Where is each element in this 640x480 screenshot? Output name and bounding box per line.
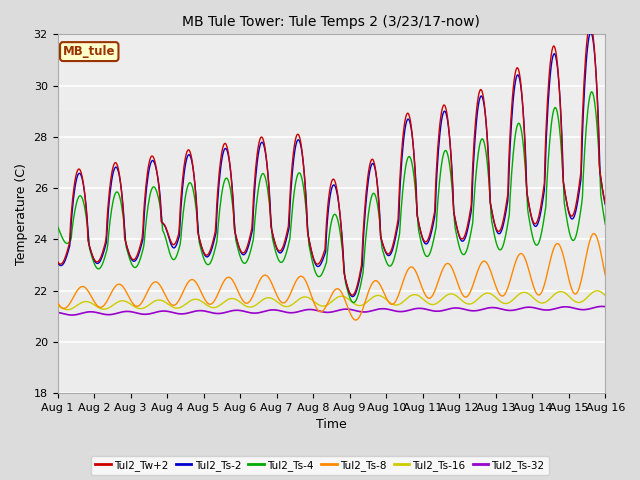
Tul2_Ts-2 <box>175 233 183 239</box>
Tul2_Ts-32 <box>63 312 71 317</box>
Tul2_Tw+2 <box>349 292 356 298</box>
Bar <box>58 316 605 393</box>
Tul2_Ts-32 <box>177 311 184 317</box>
Tul2_Ts-4 <box>350 300 358 305</box>
Tul2_Ts-2 <box>63 251 71 257</box>
Line: Tul2_Ts-8: Tul2_Ts-8 <box>58 234 605 320</box>
Tul2_Ts-8 <box>351 317 359 323</box>
Tul2_Tw+2 <box>120 218 127 224</box>
Tul2_Ts-32 <box>399 309 406 314</box>
Tul2_Ts-2 <box>205 253 212 259</box>
Tul2_Ts-2 <box>602 202 609 207</box>
Tul2_Ts-4 <box>602 221 609 227</box>
Tul2_Tw+2 <box>175 222 183 228</box>
Tul2_Ts-32 <box>598 303 606 309</box>
Tul2_Ts-16 <box>593 288 601 294</box>
Tul2_Ts-16 <box>54 302 61 308</box>
Line: Tul2_Ts-2: Tul2_Ts-2 <box>58 33 605 297</box>
Tul2_Ts-8 <box>602 273 609 278</box>
Tul2_Ts-2 <box>587 30 595 36</box>
Y-axis label: Temperature (C): Temperature (C) <box>15 163 28 264</box>
Tul2_Ts-4 <box>205 262 212 267</box>
X-axis label: Time: Time <box>316 419 347 432</box>
Tul2_Ts-16 <box>205 303 213 309</box>
Tul2_Tw+2 <box>399 137 406 143</box>
Tul2_Ts-32 <box>602 304 609 310</box>
Legend: Tul2_Tw+2, Tul2_Ts-2, Tul2_Ts-4, Tul2_Ts-8, Tul2_Ts-16, Tul2_Ts-32: Tul2_Tw+2, Tul2_Ts-2, Tul2_Ts-4, Tul2_Ts… <box>92 456 548 475</box>
Line: Tul2_Tw+2: Tul2_Tw+2 <box>58 24 605 295</box>
Tul2_Ts-32 <box>54 310 61 315</box>
Tul2_Ts-16 <box>399 300 406 305</box>
Tul2_Ts-4 <box>399 189 406 194</box>
Line: Tul2_Ts-4: Tul2_Ts-4 <box>58 92 605 302</box>
Tul2_Ts-4 <box>63 240 71 246</box>
Bar <box>58 35 605 111</box>
Tul2_Tw+2 <box>54 259 61 264</box>
Tul2_Ts-8 <box>120 285 127 291</box>
Tul2_Ts-16 <box>415 293 422 299</box>
Tul2_Ts-8 <box>399 280 406 286</box>
Tul2_Ts-2 <box>54 259 61 265</box>
Line: Tul2_Ts-32: Tul2_Ts-32 <box>58 306 605 315</box>
Tul2_Ts-32 <box>205 309 213 315</box>
Tul2_Ts-8 <box>54 300 61 306</box>
Tul2_Ts-4 <box>120 219 127 225</box>
Tul2_Ts-8 <box>590 231 598 237</box>
Tul2_Ts-16 <box>65 307 72 312</box>
Tul2_Ts-2 <box>399 147 406 153</box>
Tul2_Ts-16 <box>121 298 129 304</box>
Tul2_Ts-4 <box>415 228 422 233</box>
Tul2_Ts-8 <box>205 301 212 307</box>
Title: MB Tule Tower: Tule Temps 2 (3/23/17-now): MB Tule Tower: Tule Temps 2 (3/23/17-now… <box>182 15 481 29</box>
Tul2_Tw+2 <box>63 248 71 253</box>
Tul2_Ts-2 <box>120 213 127 219</box>
Tul2_Ts-16 <box>602 293 609 299</box>
Tul2_Ts-32 <box>68 312 76 318</box>
Line: Tul2_Ts-16: Tul2_Ts-16 <box>58 291 605 310</box>
Tul2_Ts-8 <box>63 304 71 310</box>
Tul2_Tw+2 <box>415 219 422 225</box>
Tul2_Ts-32 <box>121 309 129 314</box>
Tul2_Ts-2 <box>415 220 422 226</box>
Tul2_Tw+2 <box>602 200 609 206</box>
Tul2_Ts-4 <box>175 244 183 250</box>
Text: MB_tule: MB_tule <box>63 45 115 58</box>
Tul2_Ts-2 <box>349 294 356 300</box>
Tul2_Ts-8 <box>175 297 183 302</box>
Tul2_Ts-16 <box>63 307 71 312</box>
Tul2_Ts-4 <box>588 89 595 95</box>
Tul2_Ts-8 <box>415 276 422 281</box>
Tul2_Ts-32 <box>415 305 422 311</box>
Tul2_Tw+2 <box>205 251 212 257</box>
Tul2_Ts-4 <box>54 223 61 229</box>
Tul2_Tw+2 <box>586 21 594 27</box>
Tul2_Ts-16 <box>177 305 184 311</box>
